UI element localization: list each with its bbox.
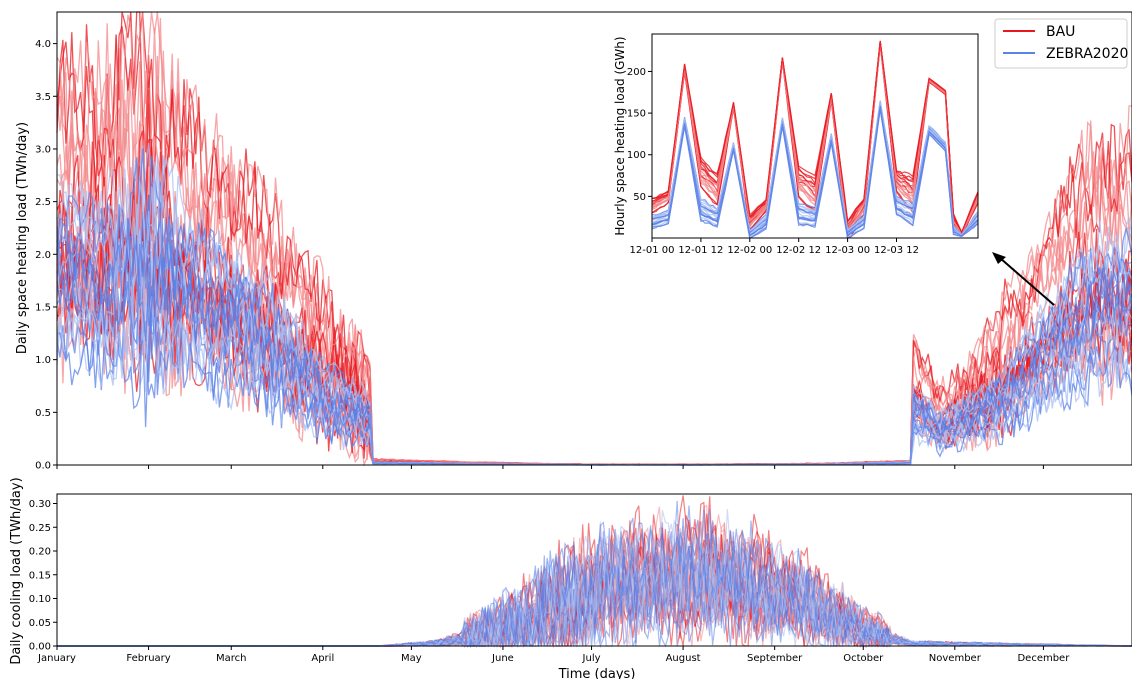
cooling-xtick-label: March (216, 653, 246, 664)
heating-ytick-label: 1.0 (35, 355, 51, 366)
heating-ytick-label: 4.0 (35, 39, 51, 50)
inset-frame (651, 33, 979, 239)
inset-plot: 50 100 150 200 12-01 00 12-01 12 12-02 00 12-02… (613, 33, 979, 256)
inset-bau-line (651, 40, 979, 234)
heating-ylabel: Daily space heating load (TWh/day) (15, 122, 30, 354)
legend-zebra-label: ZEBRA2020 (1046, 46, 1128, 62)
inset-xtick-label: 12-03 00 (825, 245, 870, 256)
cooling-xtick-label: July (582, 653, 601, 664)
inset-zebra2020-line (651, 101, 979, 236)
cooling-xlabel: Time (days) (558, 667, 636, 679)
inset-axes: 50 100 150 200 12-01 00 12-01 12 12-02 00 12-02… (627, 33, 979, 256)
heating-ytick-label: 0.0 (35, 461, 51, 472)
cooling-xtick-label: August (666, 653, 701, 664)
cooling-axes: 0.00 0.05 0.10 0.15 0.20 0.25 0.30 January Febru… (29, 493, 1132, 664)
heating-ytick-label: 0.5 (35, 408, 51, 419)
heating-axes: 0.0 0.5 1.0 1.5 2.0 2.5 3.0 3.5 4.0 (35, 11, 1132, 472)
cooling-xtick-label: June (491, 653, 514, 664)
inset-xtick-label: 12-01 00 (630, 245, 675, 256)
heating-frame (56, 11, 1132, 466)
cooling-ytick-label: 0.25 (29, 523, 51, 534)
legend: BAU ZEBRA2020 (994, 18, 1128, 69)
heating-ytick-label: 2.0 (35, 250, 51, 261)
inset-ytick-label: 100 (627, 150, 646, 161)
cooling-series-lines (57, 495, 1132, 649)
inset-xtick-label: 12-01 12 (678, 245, 723, 256)
heating-ytick-label: 2.5 (35, 197, 51, 208)
cooling-ytick-label: 0.05 (29, 618, 51, 629)
inset-ytick-label: 50 (633, 192, 646, 203)
cooling-xtick-label: January (37, 653, 76, 664)
cooling-ylabel: Daily cooling load (TWh/day) (9, 477, 24, 664)
cooling-xtick-label: December (1017, 653, 1070, 664)
inset-ytick-label: 200 (627, 67, 646, 78)
heating-plot: 0.0 0.5 1.0 1.5 2.0 2.5 3.0 3.5 4.0 Daily space … (15, 11, 1132, 472)
inset-zebra2020-line (651, 109, 979, 239)
cooling-xtick-label: November (929, 653, 982, 664)
cooling-xtick-label: October (843, 653, 884, 664)
inset-xtick-label: 12-02 00 (727, 245, 772, 256)
heating-ytick-label: 3.0 (35, 144, 51, 155)
heating-ytick-label: 3.5 (35, 92, 51, 103)
inset-ytick-label: 150 (627, 109, 646, 120)
heating-ytick-label: 1.5 (35, 302, 51, 313)
inset-xtick-label: 12-03 12 (874, 245, 919, 256)
cooling-ytick-label: 0.20 (29, 547, 51, 558)
inset-series-lines (651, 40, 979, 240)
cooling-ytick-label: 0.15 (29, 570, 51, 581)
cooling-xtick-label: September (747, 653, 803, 664)
inset-zebra2020-line (651, 106, 979, 237)
inset-pointer-arrow (992, 252, 1055, 306)
cooling-ytick-label: 0.30 (29, 499, 51, 510)
inset-ylabel: Hourly space heating load (GWh) (613, 36, 627, 235)
cooling-ytick-label: 0.10 (29, 594, 51, 605)
cooling-ytick-label: 0.00 (29, 642, 51, 653)
cooling-frame (56, 493, 1132, 647)
inset-xtick-label: 12-02 12 (776, 245, 821, 256)
cooling-xtick-label: April (311, 653, 334, 664)
cooling-xtick-label: May (401, 653, 422, 664)
cooling-xtick-label: February (126, 653, 170, 664)
cooling-plot: 0.00 0.05 0.10 0.15 0.20 0.25 0.30 January Febru… (9, 477, 1132, 679)
legend-bau-label: BAU (1046, 24, 1075, 40)
